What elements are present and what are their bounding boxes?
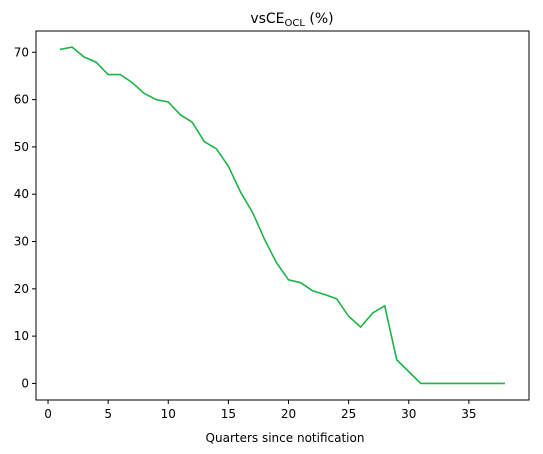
x-tick-label: 0	[44, 407, 52, 421]
y-tick-label: 10	[14, 329, 29, 343]
y-tick-label: 40	[14, 187, 29, 201]
y-tick-label: 70	[14, 45, 29, 59]
x-tick-label: 35	[461, 407, 476, 421]
chart-title: vsCEOCL (%)	[250, 11, 333, 29]
x-tick-label: 10	[161, 407, 176, 421]
y-tick-label: 50	[14, 140, 29, 154]
x-axis-label: Quarters since notification	[206, 431, 365, 445]
x-tick-label: 5	[104, 407, 112, 421]
x-tick-label: 30	[401, 407, 416, 421]
y-tick-label: 30	[14, 235, 29, 249]
series-line-0	[59, 46, 505, 385]
y-tick-label: 20	[14, 282, 29, 296]
plot-frame	[35, 30, 530, 401]
x-tick-label: 20	[281, 407, 296, 421]
x-tick-label: 25	[341, 407, 356, 421]
x-axis: 0 5 10 15 20 25 30 35	[44, 400, 477, 421]
plot-area	[59, 46, 505, 385]
y-tick-label: 60	[14, 93, 29, 107]
y-axis: 0 10 20 30 40 50 60 70	[14, 45, 36, 390]
y-tick-label: 0	[21, 376, 29, 390]
x-tick-label: 15	[221, 407, 236, 421]
